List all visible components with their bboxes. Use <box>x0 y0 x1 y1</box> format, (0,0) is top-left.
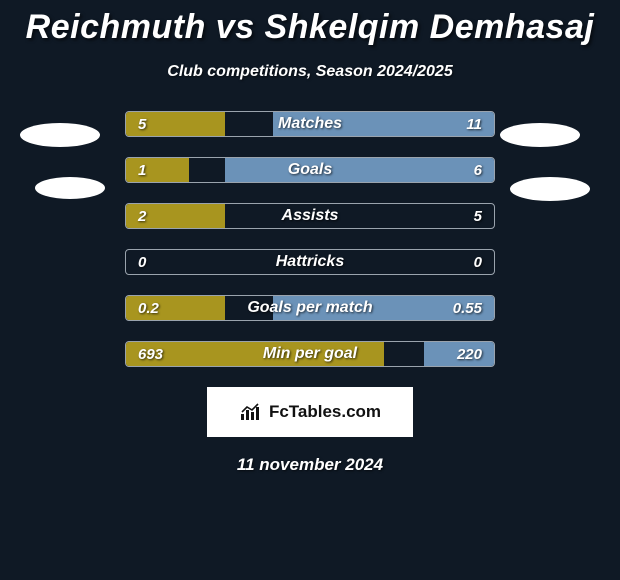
bar-left-fill <box>126 342 384 366</box>
value-right: 6 <box>474 158 482 182</box>
value-left: 5 <box>138 112 146 136</box>
bar-row: 693220Min per goal <box>125 341 495 367</box>
value-left: 0 <box>138 250 146 274</box>
bar-right-fill <box>273 112 494 136</box>
value-left: 2 <box>138 204 146 228</box>
bar-label: Hattricks <box>126 250 494 274</box>
date-label: 11 november 2024 <box>0 455 620 475</box>
subtitle: Club competitions, Season 2024/2025 <box>0 63 620 81</box>
placeholder-oval <box>510 177 590 201</box>
value-left: 1 <box>138 158 146 182</box>
bars-container: 511Matches16Goals25Assists00Hattricks0.2… <box>125 111 495 367</box>
logo-box: FcTables.com <box>207 387 413 437</box>
bar-row: 16Goals <box>125 157 495 183</box>
comparison-chart: 511Matches16Goals25Assists00Hattricks0.2… <box>0 111 620 367</box>
placeholder-oval <box>35 177 105 199</box>
bar-row: 25Assists <box>125 203 495 229</box>
bar-row: 511Matches <box>125 111 495 137</box>
bar-right-fill <box>225 158 494 182</box>
value-right: 220 <box>457 342 482 366</box>
logo-text: FcTables.com <box>269 402 381 422</box>
value-left: 0.2 <box>138 296 159 320</box>
chart-icon <box>239 402 263 422</box>
value-right: 11 <box>466 112 482 136</box>
bar-left-fill <box>126 158 189 182</box>
placeholder-oval <box>20 123 100 147</box>
value-left: 693 <box>138 342 163 366</box>
value-right: 0 <box>474 250 482 274</box>
page-title: Reichmuth vs Shkelqim Demhasaj <box>0 0 620 47</box>
value-right: 5 <box>474 204 482 228</box>
bar-row: 0.20.55Goals per match <box>125 295 495 321</box>
bar-row: 0 0Hattricks <box>125 249 495 275</box>
placeholder-oval <box>500 123 580 147</box>
value-right: 0.55 <box>453 296 482 320</box>
